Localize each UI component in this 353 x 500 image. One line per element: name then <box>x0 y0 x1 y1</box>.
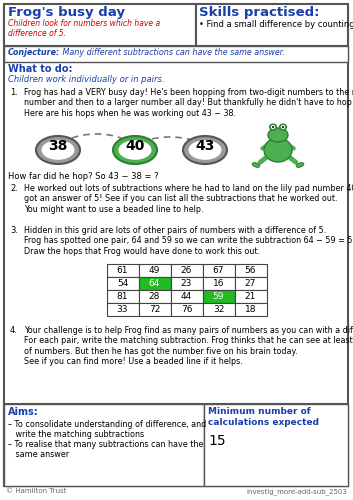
Bar <box>170 290 203 303</box>
Bar <box>170 277 203 290</box>
Text: What to do:: What to do: <box>8 64 72 74</box>
FancyArrowPatch shape <box>260 158 266 162</box>
Bar <box>138 303 170 316</box>
Text: Conjecture:: Conjecture: <box>8 48 60 57</box>
Bar <box>170 303 203 316</box>
Text: 18: 18 <box>245 305 256 314</box>
Text: 61: 61 <box>117 266 128 275</box>
Text: 3.: 3. <box>10 226 18 235</box>
Text: 72: 72 <box>149 305 160 314</box>
Text: 4.: 4. <box>10 326 18 335</box>
Text: He worked out lots of subtractions where he had to land on the lily pad number 4: He worked out lots of subtractions where… <box>24 184 353 214</box>
Ellipse shape <box>269 124 276 130</box>
Bar <box>234 264 267 277</box>
Bar <box>4 404 348 486</box>
Bar <box>107 303 138 316</box>
Bar <box>203 277 234 290</box>
Text: Minimum number of: Minimum number of <box>208 407 311 416</box>
Text: Frog's busy day: Frog's busy day <box>8 6 125 19</box>
Text: 23: 23 <box>181 279 192 288</box>
Text: 54: 54 <box>117 279 128 288</box>
FancyArrowPatch shape <box>289 146 294 148</box>
Text: Hidden in this grid are lots of other pairs of numbers with a difference of 5.
F: Hidden in this grid are lots of other pa… <box>24 226 353 256</box>
Text: 26: 26 <box>181 266 192 275</box>
Text: Your challenge is to help Frog find as many pairs of numbers as you can with a d: Your challenge is to help Frog find as m… <box>24 326 353 366</box>
Text: 15: 15 <box>208 434 226 448</box>
Text: investig_more-add-sub_2503: investig_more-add-sub_2503 <box>246 488 347 495</box>
Ellipse shape <box>42 140 74 160</box>
Text: 64: 64 <box>149 279 160 288</box>
Bar <box>203 290 234 303</box>
Text: calculations expected: calculations expected <box>208 418 319 427</box>
Ellipse shape <box>281 125 285 129</box>
Text: 1.: 1. <box>10 88 18 97</box>
Text: Many different subtractions can have the same answer.: Many different subtractions can have the… <box>60 48 285 57</box>
Ellipse shape <box>280 124 287 130</box>
Text: – To consolidate understanding of difference, and: – To consolidate understanding of differ… <box>8 420 206 429</box>
Text: Aims:: Aims: <box>8 407 39 417</box>
Bar <box>170 264 203 277</box>
Text: Frog has had a VERY busy day! He's been hopping from two-digit numbers to the ne: Frog has had a VERY busy day! He's been … <box>24 88 353 118</box>
Text: 40: 40 <box>125 139 145 153</box>
Text: same answer: same answer <box>8 450 69 459</box>
Text: 67: 67 <box>213 266 224 275</box>
Text: 21: 21 <box>245 292 256 301</box>
Bar <box>203 264 234 277</box>
Text: 28: 28 <box>149 292 160 301</box>
Bar <box>234 277 267 290</box>
Text: 38: 38 <box>48 139 68 153</box>
Text: © Hamilton Trust: © Hamilton Trust <box>6 488 66 494</box>
Text: 43: 43 <box>195 139 215 153</box>
Bar <box>234 290 267 303</box>
Text: 76: 76 <box>181 305 192 314</box>
Bar <box>4 404 204 486</box>
Ellipse shape <box>119 140 151 160</box>
Text: 32: 32 <box>213 305 224 314</box>
Ellipse shape <box>282 126 284 128</box>
Text: 16: 16 <box>213 279 224 288</box>
Text: 33: 33 <box>117 305 128 314</box>
Text: • Find a small difference by counting up: • Find a small difference by counting up <box>199 20 353 29</box>
Text: 44: 44 <box>181 292 192 301</box>
Bar <box>107 277 138 290</box>
Text: 27: 27 <box>245 279 256 288</box>
Bar <box>4 4 196 46</box>
Ellipse shape <box>113 136 157 164</box>
Text: Children work individually or in pairs.: Children work individually or in pairs. <box>8 75 164 84</box>
Bar <box>107 290 138 303</box>
Text: 49: 49 <box>149 266 160 275</box>
Bar <box>204 404 348 486</box>
Text: – To realise that many subtractions can have the: – To realise that many subtractions can … <box>8 440 203 449</box>
Text: Skills practised:: Skills practised: <box>199 6 319 19</box>
Bar <box>4 46 348 62</box>
Text: 81: 81 <box>117 292 128 301</box>
FancyArrowPatch shape <box>262 146 267 148</box>
Bar <box>138 290 170 303</box>
Bar <box>138 264 170 277</box>
Text: 56: 56 <box>245 266 256 275</box>
Text: 59: 59 <box>213 292 224 301</box>
Ellipse shape <box>272 126 274 128</box>
FancyArrowPatch shape <box>290 158 296 162</box>
Ellipse shape <box>252 162 260 168</box>
Text: How far did he hop? So 43 − 38 = ?: How far did he hop? So 43 − 38 = ? <box>8 172 158 181</box>
Text: 2.: 2. <box>10 184 18 193</box>
Ellipse shape <box>183 136 227 164</box>
Ellipse shape <box>36 136 80 164</box>
Bar <box>234 303 267 316</box>
Ellipse shape <box>264 138 292 162</box>
Bar <box>138 277 170 290</box>
Bar <box>107 264 138 277</box>
Bar <box>196 4 348 46</box>
Text: write the matching subtractions: write the matching subtractions <box>8 430 144 439</box>
Ellipse shape <box>271 125 275 129</box>
Text: Children look for numbers which have a
difference of 5.: Children look for numbers which have a d… <box>8 19 160 38</box>
Ellipse shape <box>296 162 304 168</box>
Bar <box>203 303 234 316</box>
Ellipse shape <box>268 128 288 142</box>
Ellipse shape <box>189 140 221 160</box>
